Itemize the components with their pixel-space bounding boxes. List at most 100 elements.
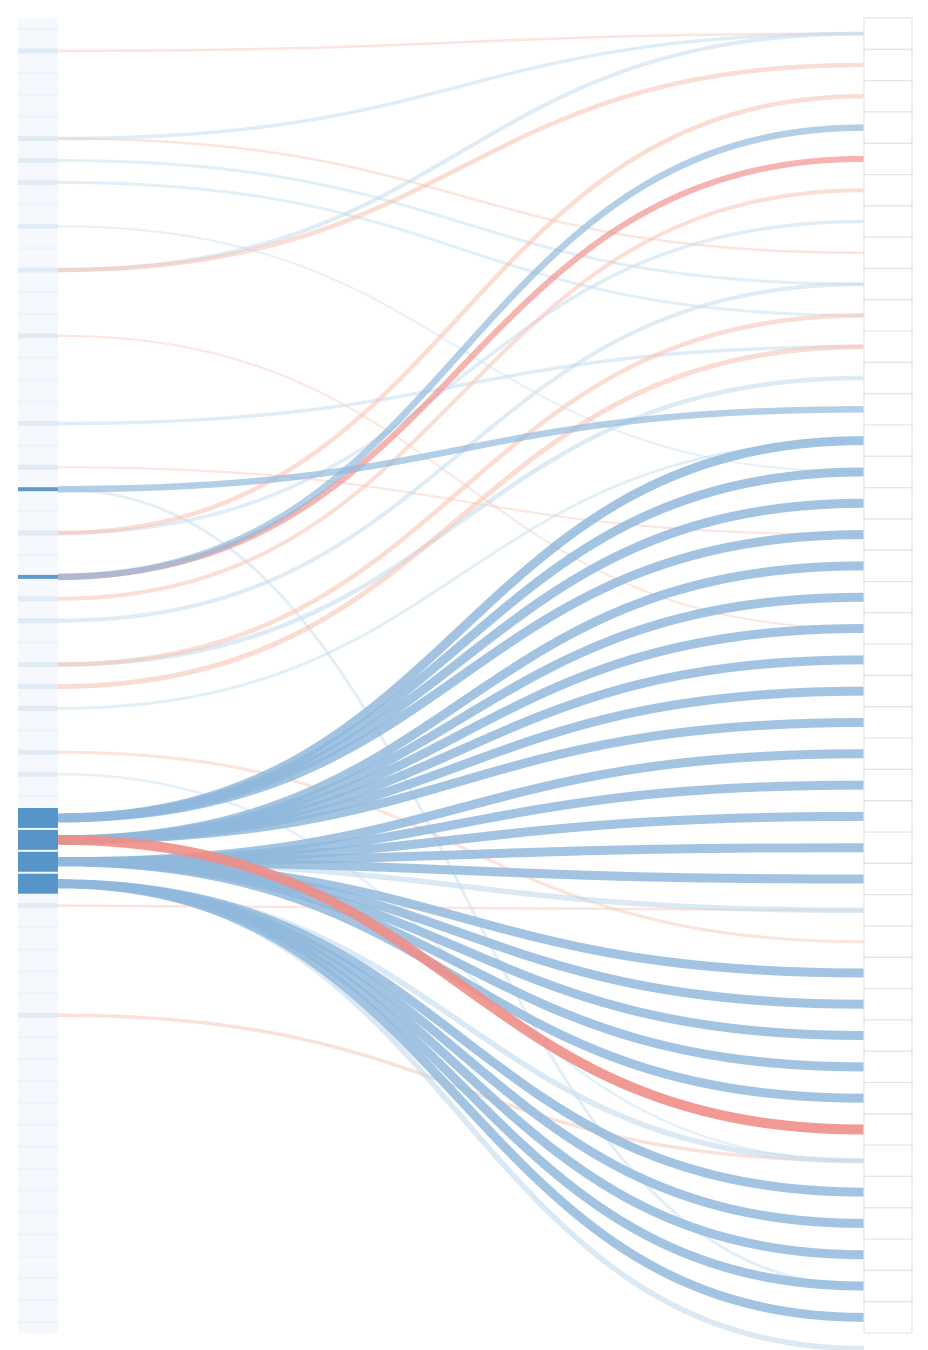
source-node: [18, 1189, 58, 1192]
flow-line: [57, 62, 865, 273]
target-node: [863, 455, 913, 489]
flow-line: [57, 219, 865, 535]
flow-line: [57, 879, 865, 1322]
source-bar: [18, 18, 58, 1333]
source-node: [18, 596, 58, 602]
target-node: [863, 299, 913, 332]
source-node: [18, 574, 58, 579]
target-node: [863, 1238, 913, 1271]
flow-line: [57, 406, 865, 493]
flow-line: [57, 124, 865, 581]
source-node: [18, 795, 58, 798]
source-node: [18, 683, 58, 689]
target-node: [863, 1050, 913, 1084]
source-node: [18, 903, 58, 909]
target-node: [863, 925, 913, 958]
source-node: [18, 290, 58, 293]
source-node: [18, 948, 58, 951]
source-node: [18, 1211, 58, 1214]
source-node: [18, 1321, 58, 1324]
target-node: [863, 1144, 913, 1178]
source-node: [18, 464, 58, 470]
source-node: [18, 1101, 58, 1104]
source-node: [18, 157, 58, 163]
source-node: [18, 136, 58, 142]
flow-line: [57, 375, 865, 667]
source-node: [18, 530, 58, 536]
source-node: [18, 312, 58, 315]
target-node: [863, 205, 913, 238]
source-node: [18, 1145, 58, 1148]
target-node: [863, 956, 913, 990]
source-node: [18, 378, 58, 381]
flow-line: [57, 857, 865, 884]
target-node: [863, 1175, 913, 1209]
source-node: [18, 27, 58, 30]
target-column: [863, 17, 913, 1334]
target-node: [863, 1113, 913, 1146]
source-node: [18, 1036, 58, 1039]
source-column: [18, 18, 58, 1333]
source-node: [18, 247, 58, 250]
source-node: [18, 48, 58, 54]
source-node: [18, 829, 58, 850]
target-node: [863, 17, 913, 50]
target-node: [863, 173, 913, 207]
source-node: [18, 729, 58, 732]
source-node: [18, 1058, 58, 1061]
source-node: [18, 749, 58, 755]
target-node: [863, 80, 913, 113]
target-node: [863, 111, 913, 144]
source-node: [18, 444, 58, 447]
source-node: [18, 873, 58, 894]
source-node: [18, 553, 58, 556]
source-node: [18, 115, 58, 118]
flow-line: [57, 158, 865, 286]
source-node: [18, 992, 58, 995]
source-node: [18, 618, 58, 624]
flow-line: [57, 188, 865, 601]
source-node: [18, 705, 58, 711]
target-node: [863, 643, 913, 677]
flow-line: [57, 466, 865, 536]
target-node: [863, 487, 913, 520]
source-node: [18, 1123, 58, 1126]
source-node: [18, 771, 58, 777]
source-node: [18, 1277, 58, 1280]
flow-line: [57, 750, 865, 944]
source-node: [18, 1255, 58, 1258]
source-node: [18, 1299, 58, 1302]
target-node: [863, 737, 913, 771]
target-node: [863, 549, 913, 583]
target-node: [863, 393, 913, 426]
flow-line: [57, 94, 865, 536]
source-node: [18, 1079, 58, 1082]
source-node: [18, 641, 58, 644]
flow-line: [57, 344, 865, 689]
flow-lines: [57, 31, 865, 1350]
source-node: [18, 851, 58, 872]
flow-line: [57, 32, 865, 53]
target-node: [863, 361, 913, 395]
target-node: [863, 674, 913, 708]
source-node: [18, 71, 58, 74]
target-node: [863, 518, 913, 551]
source-node: [18, 420, 58, 426]
target-node: [863, 706, 913, 739]
target-node: [863, 48, 913, 82]
flow-line: [57, 180, 865, 317]
target-node: [863, 894, 913, 927]
target-node: [863, 1269, 913, 1303]
target-node: [863, 768, 913, 802]
target-node: [863, 1019, 913, 1052]
source-node: [18, 662, 58, 668]
target-node: [863, 424, 913, 457]
flow-line: [57, 137, 865, 255]
flow-line: [57, 530, 865, 823]
target-node: [863, 1301, 913, 1334]
flow-line: [57, 717, 865, 845]
source-node: [18, 267, 58, 273]
target-node: [863, 236, 913, 270]
flow-line: [57, 31, 865, 141]
